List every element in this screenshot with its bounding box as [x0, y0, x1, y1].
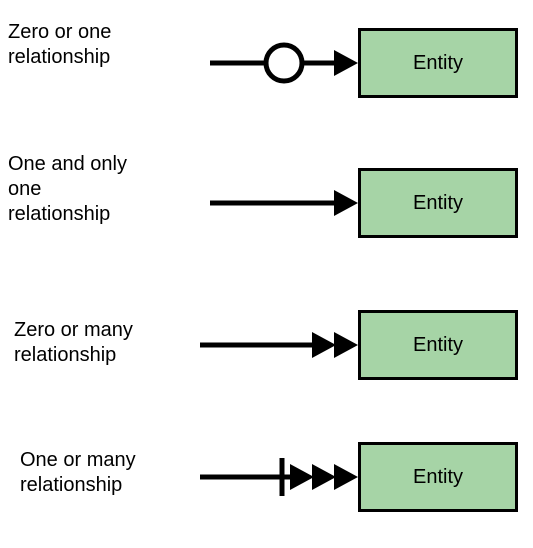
entity-box-4: Entity [358, 442, 518, 512]
entity-label: Entity [413, 466, 463, 489]
